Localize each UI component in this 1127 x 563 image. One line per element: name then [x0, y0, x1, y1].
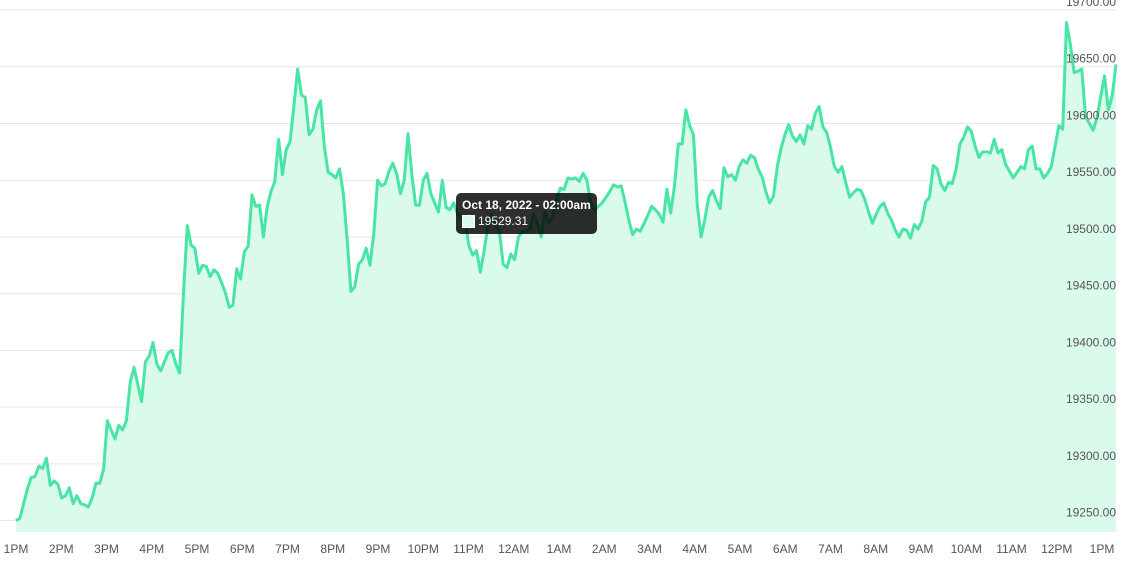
tooltip: Oct 18, 2022 - 02:00am 19529.31 [456, 193, 597, 234]
y-tick-label: 19250.00 [1066, 506, 1116, 520]
x-tick-label: 1AM [547, 542, 572, 556]
x-tick-label: 2AM [592, 542, 617, 556]
y-tick-label: 19400.00 [1066, 335, 1116, 349]
x-axis-ticks: 1PM 2PM 3PM 4PM 5PM 6PM 7PM 8PM 9PM 10PM 11PM 12AM 1… [4, 542, 1115, 556]
x-tick-label: 3PM [94, 542, 119, 556]
area-fill [16, 22, 1116, 532]
series-line [15, 20, 1118, 522]
x-tick-label: 4PM [139, 542, 164, 556]
y-tick-label: 19600.00 [1066, 108, 1116, 122]
x-tick-label: 10AM [951, 542, 982, 556]
x-tick-label: 12AM [498, 542, 529, 556]
x-tick-label: 8PM [320, 542, 345, 556]
x-tick-label: 1PM [1090, 542, 1115, 556]
tooltip-row: 19529.31 [462, 213, 591, 229]
y-tick-label: 19300.00 [1066, 449, 1116, 463]
y-tick-label: 19350.00 [1066, 392, 1116, 406]
y-tick-label: 19550.00 [1066, 165, 1116, 179]
y-tick-label: 19650.00 [1066, 52, 1116, 66]
x-tick-label: 6PM [230, 542, 255, 556]
x-tick-label: 11AM [996, 542, 1026, 556]
x-tick-label: 11PM [453, 542, 483, 556]
x-tick-label: 1PM [4, 542, 29, 556]
y-tick-label: 19700.00 [1066, 0, 1116, 9]
x-tick-label: 4AM [682, 542, 707, 556]
tooltip-swatch [462, 214, 475, 228]
x-tick-label: 9AM [909, 542, 934, 556]
x-tick-label: 5PM [185, 542, 210, 556]
x-tick-label: 6AM [773, 542, 798, 556]
x-tick-label: 2PM [49, 542, 74, 556]
x-tick-label: 12PM [1041, 542, 1072, 556]
x-tick-label: 7PM [275, 542, 300, 556]
tooltip-value: 19529.31 [478, 214, 529, 228]
y-axis-ticks: 19250.00 19300.00 19350.00 19400.00 19450.00… [1066, 0, 1116, 520]
x-tick-label: 10PM [408, 542, 439, 556]
y-tick-label: 19450.00 [1066, 279, 1116, 293]
x-tick-label: 7AM [818, 542, 843, 556]
x-tick-label: 5AM [728, 542, 753, 556]
y-tick-label: 19500.00 [1066, 222, 1116, 236]
x-tick-label: 8AM [863, 542, 888, 556]
tooltip-title: Oct 18, 2022 - 02:00am [462, 198, 591, 212]
x-tick-label: 3AM [637, 542, 662, 556]
x-tick-label: 9PM [366, 542, 391, 556]
